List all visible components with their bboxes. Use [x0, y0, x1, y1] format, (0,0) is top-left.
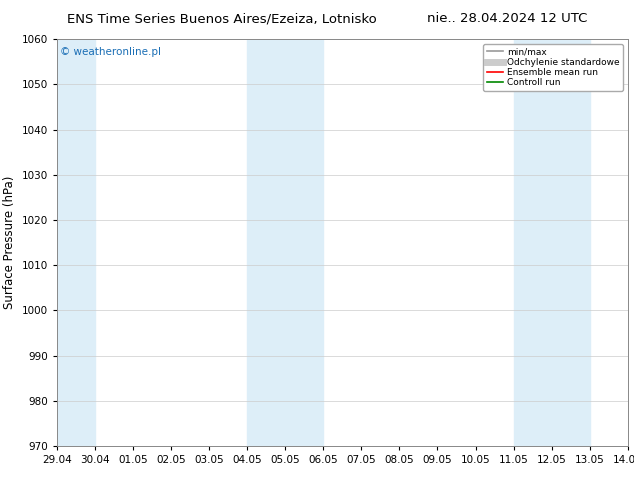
Text: nie.. 28.04.2024 12 UTC: nie.. 28.04.2024 12 UTC [427, 12, 587, 25]
Bar [57, 39, 95, 446]
Text: © weatheronline.pl: © weatheronline.pl [60, 48, 161, 57]
Legend: min/max, Odchylenie standardowe, Ensemble mean run, Controll run: min/max, Odchylenie standardowe, Ensembl… [484, 44, 623, 91]
Bar [514, 39, 590, 446]
Bar [247, 39, 323, 446]
Text: ENS Time Series Buenos Aires/Ezeiza, Lotnisko: ENS Time Series Buenos Aires/Ezeiza, Lot… [67, 12, 377, 25]
Y-axis label: Surface Pressure (hPa): Surface Pressure (hPa) [3, 176, 16, 309]
